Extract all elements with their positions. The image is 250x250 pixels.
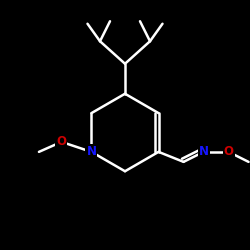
Text: O: O: [56, 136, 66, 148]
Text: O: O: [224, 146, 234, 158]
Text: N: N: [86, 146, 97, 158]
Text: N: N: [198, 146, 208, 158]
